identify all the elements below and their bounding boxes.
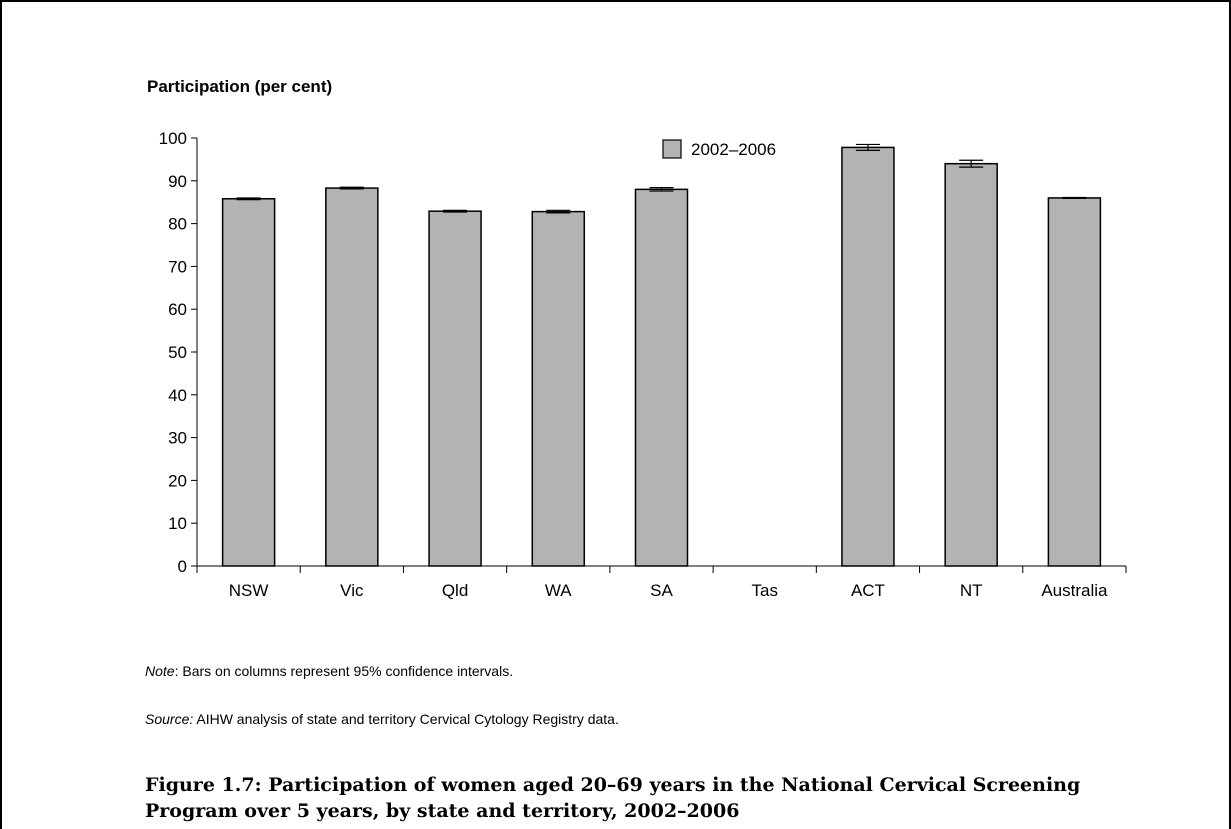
y-tick-label: 0 (178, 557, 187, 576)
legend-label: 2002–2006 (691, 140, 776, 159)
chart-note: Note: Bars on columns represent 95% conf… (145, 663, 513, 679)
y-tick-label: 40 (168, 386, 187, 405)
y-tick-label: 10 (168, 514, 187, 533)
chart-source: Source: AIHW analysis of state and terri… (145, 711, 619, 727)
x-tick-label: WA (545, 581, 572, 600)
bar (531, 210, 586, 567)
x-tick-label: SA (650, 581, 673, 600)
x-tick-label: Tas (751, 581, 777, 600)
note-text: : Bars on columns represent 95% confiden… (174, 663, 514, 679)
source-label: Source: (145, 711, 194, 727)
caption-line-2: Program over 5 years, by state and terri… (145, 800, 740, 822)
bar (428, 210, 482, 567)
x-tick-label: Qld (442, 581, 468, 600)
y-axis-title: Participation (per cent) (147, 77, 333, 96)
y-tick-label: 30 (168, 429, 187, 448)
y-tick-label: 100 (159, 129, 187, 148)
y-tick-label: 20 (168, 471, 187, 490)
x-tick-label: NSW (229, 581, 269, 600)
source-text: AIHW analysis of state and territory Cer… (193, 711, 619, 727)
note-label: Note (145, 663, 175, 679)
y-tick-label: 50 (168, 343, 187, 362)
x-tick-label: ACT (851, 581, 885, 600)
y-tick-label: 60 (168, 300, 187, 319)
x-tick-label: Vic (340, 581, 364, 600)
bar (634, 188, 689, 567)
caption-line-1: Figure 1.7: Participation of women aged … (145, 774, 1081, 796)
bar (841, 146, 895, 567)
bar (1047, 197, 1102, 567)
figure-caption: Figure 1.7: Participation of women aged … (145, 772, 1205, 824)
bar (325, 187, 379, 567)
y-tick-label: 90 (168, 172, 187, 191)
legend-swatch (662, 139, 682, 159)
bar (221, 198, 276, 567)
x-tick-label: NT (960, 581, 983, 600)
x-tick-label: Australia (1041, 581, 1108, 600)
y-tick-label: 70 (168, 257, 187, 276)
bar (944, 162, 998, 567)
y-tick-label: 80 (168, 215, 187, 234)
